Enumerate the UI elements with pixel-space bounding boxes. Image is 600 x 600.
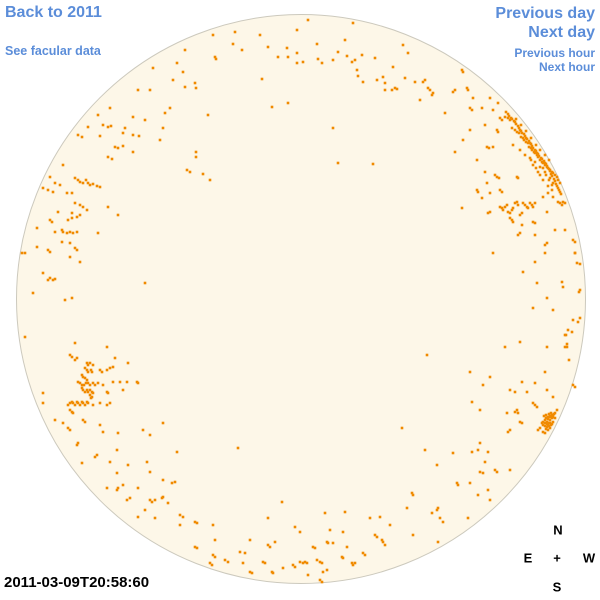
compass-west-label: W <box>582 550 596 566</box>
back-to-2011-link[interactable]: Back to 2011 <box>5 4 102 21</box>
compass-south-label: S <box>552 579 562 595</box>
see-facular-data-link[interactable]: See facular data <box>5 44 101 58</box>
previous-hour-link[interactable]: Previous hour <box>514 46 595 60</box>
observation-timestamp: 2011-03-09T20:58:60 <box>4 574 150 591</box>
compass-east-label: E <box>523 550 533 566</box>
active-region-dots <box>20 18 582 584</box>
previous-day-link[interactable]: Previous day <box>495 5 595 22</box>
solar-disk <box>16 14 586 584</box>
compass-north-label: N <box>553 522 563 538</box>
compass-center-mark: + <box>553 550 561 566</box>
next-day-link[interactable]: Next day <box>528 24 595 41</box>
day-navigation: Previous day Next day <box>495 4 595 42</box>
next-hour-link[interactable]: Next hour <box>538 60 595 74</box>
hour-navigation: Previous hour Next hour <box>514 46 595 74</box>
